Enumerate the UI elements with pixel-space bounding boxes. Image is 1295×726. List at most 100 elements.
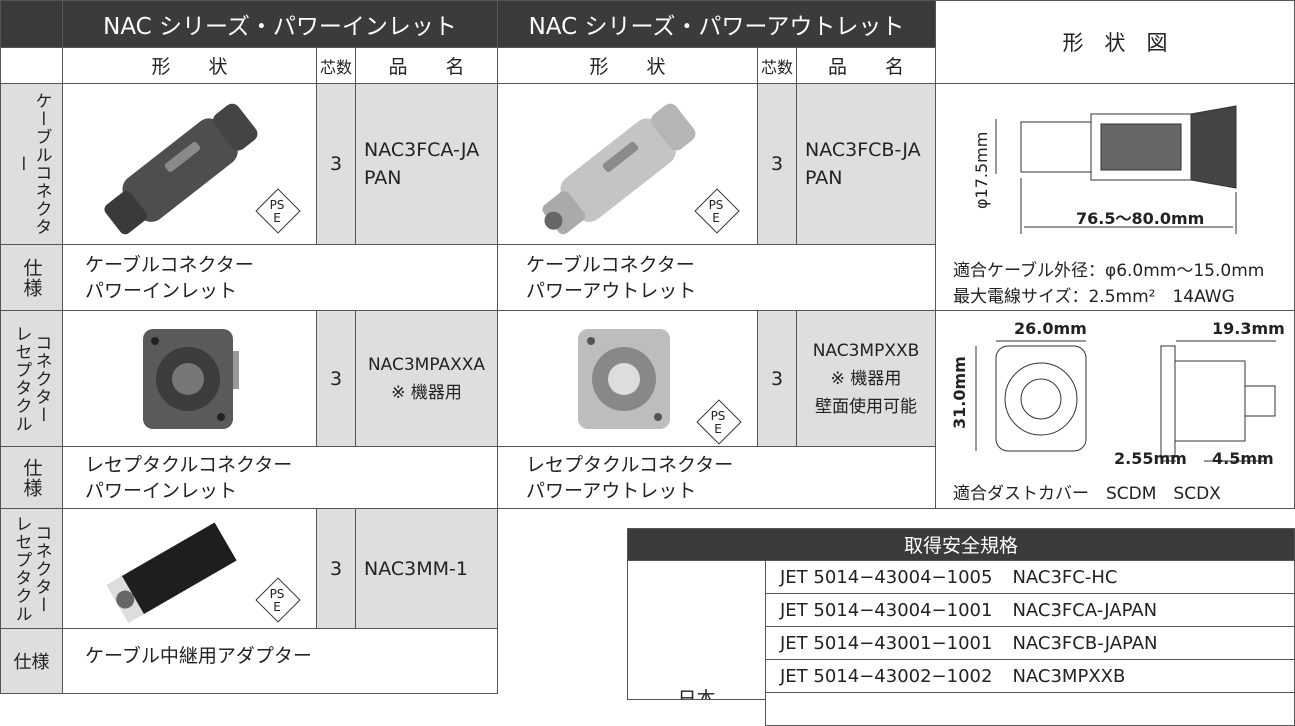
receptacle-diagram: 26.0mm 31.0mm 19.3mm 2.55mm 4.5mm 適合ダストカ… bbox=[935, 310, 1295, 509]
receptacle-drawing bbox=[975, 340, 1276, 462]
safety-entry: JET 5014−43004−1005 NAC3FC-HC bbox=[765, 560, 1295, 594]
name-line: NAC3MM-1 bbox=[364, 557, 468, 580]
pse-top: PS bbox=[708, 198, 724, 212]
pse-bottom: E bbox=[273, 600, 281, 614]
row-label: レセプタクル コネクター bbox=[0, 508, 63, 629]
blank bbox=[0, 47, 63, 84]
spec-line: レセプタクルコネクター bbox=[85, 453, 293, 476]
note: 適合ダストカバー SCDM SCDX bbox=[953, 484, 1221, 504]
corner bbox=[0, 0, 63, 48]
cert-number: JET 5014−43001−1001 bbox=[780, 632, 993, 654]
spec: ケーブルコネクター パワーアウトレット bbox=[497, 244, 936, 311]
pse-bottom: E bbox=[712, 211, 720, 225]
dim: 31.0mm bbox=[950, 356, 969, 429]
safety-entry: JET 5014−43001−1001 NAC3FCB-JAPAN bbox=[765, 626, 1295, 660]
dim: 19.3mm bbox=[1212, 319, 1285, 338]
label-text: コネクター bbox=[31, 333, 52, 424]
cert-number: JET 5014−43002−1002 bbox=[780, 665, 993, 687]
name-line: NAC3MPAXXA bbox=[367, 354, 486, 375]
name-line: ※ 機器用 bbox=[830, 368, 902, 389]
safety-title: 取得安全規格 bbox=[627, 528, 1295, 561]
cores: 3 bbox=[316, 508, 356, 629]
dim: 26.0mm bbox=[1014, 319, 1087, 338]
cert-number: JET 5014−43004−1005 bbox=[780, 566, 993, 588]
spec: レセプタクルコネクター パワーアウトレット bbox=[497, 446, 936, 509]
pse-mark: PS E bbox=[253, 575, 301, 623]
dim: 76.5〜80.0mm bbox=[1076, 209, 1205, 228]
col-header: 品 名 bbox=[796, 47, 936, 84]
cert-model: NAC3FCB-JAPAN bbox=[1012, 632, 1158, 654]
country: 日本 bbox=[627, 560, 766, 700]
cores: 3 bbox=[316, 83, 356, 245]
row-label: ケーブルコネクター bbox=[0, 83, 63, 245]
product-name: NAC3MM-1 bbox=[355, 508, 498, 629]
label-text: ケーブルコネクター bbox=[11, 92, 52, 236]
pse-mark: PS E bbox=[253, 186, 301, 234]
product-name: NAC3FCA-JAPAN bbox=[355, 83, 498, 245]
cert-model: NAC3MPXXB bbox=[1012, 665, 1126, 687]
spec-label-text: 仕様 bbox=[20, 457, 43, 498]
product-name: NAC3FCB-JAPAN bbox=[796, 83, 936, 245]
spec-line: パワーアウトレット bbox=[526, 279, 697, 302]
pse-top: PS bbox=[269, 587, 285, 601]
product-name: NAC3MPAXXA ※ 機器用 bbox=[355, 310, 498, 447]
cert-number: JET 5014−43004−1001 bbox=[780, 599, 993, 621]
name-line: ※ 機器用 bbox=[391, 382, 462, 403]
pse-mark: PS E bbox=[692, 186, 740, 234]
country-text: 日本 bbox=[677, 688, 716, 700]
label-text: レセプタクル bbox=[11, 324, 32, 433]
cores: 3 bbox=[757, 310, 797, 447]
label-text: コネクター bbox=[31, 523, 52, 614]
safety-entry: JET 5014−43002−1002 NAC3MPXXB bbox=[765, 659, 1295, 693]
name-line: NAC3FCB-JAPAN bbox=[805, 139, 921, 189]
image-cell: PS E bbox=[497, 83, 758, 245]
inlet-title: NAC シリーズ・パワーインレット bbox=[62, 0, 498, 48]
spec-line: ケーブル中継用アダプター bbox=[85, 645, 312, 667]
spec-line: レセプタクルコネクター bbox=[526, 453, 734, 476]
spec-label: 仕様 bbox=[0, 628, 63, 694]
dim: 4.5mm bbox=[1212, 449, 1274, 468]
name-line: NAC3MPXXB bbox=[812, 340, 920, 361]
safety-entry bbox=[765, 692, 1295, 726]
spec-label-text: 仕様 bbox=[20, 257, 43, 298]
image-cell bbox=[62, 310, 317, 447]
col-header: 芯数 bbox=[757, 47, 797, 84]
cable-drawing bbox=[995, 105, 1237, 234]
image-cell: PS E bbox=[62, 508, 317, 629]
diagram-title: 形 状 図 bbox=[935, 0, 1295, 84]
cores: 3 bbox=[316, 310, 356, 447]
outlet-title: NAC シリーズ・パワーアウトレット bbox=[497, 0, 936, 48]
product-name: NAC3MPXXB ※ 機器用 壁面使用可能 bbox=[796, 310, 936, 447]
pse-top: PS bbox=[710, 409, 726, 423]
image-cell: PS E bbox=[62, 83, 317, 245]
spec-label: 仕様 bbox=[0, 446, 63, 509]
name-line: NAC3FCA-JAPAN bbox=[364, 139, 480, 189]
spec-line: パワーインレット bbox=[85, 479, 238, 502]
spec-line: ケーブルコネクター bbox=[85, 253, 254, 276]
connector-image bbox=[104, 103, 258, 235]
col-header: 品 名 bbox=[355, 47, 498, 84]
adapter-image bbox=[106, 522, 237, 624]
col-header: 芯数 bbox=[316, 47, 356, 84]
connector-image bbox=[542, 103, 696, 235]
dim: 2.55mm bbox=[1114, 449, 1187, 468]
spec-line: ケーブルコネクター bbox=[526, 253, 695, 276]
col-header: 形 状 bbox=[62, 47, 317, 84]
pse-top: PS bbox=[269, 198, 285, 212]
cable-diagram: φ17.5mm 76.5〜80.0mm 適合ケーブル外径：φ6.0mm〜15.0… bbox=[935, 83, 1295, 311]
col-header: 形 状 bbox=[497, 47, 758, 84]
spec: ケーブル中継用アダプター bbox=[62, 628, 498, 694]
label-text: レセプタクル bbox=[11, 514, 32, 623]
note: 最大電線サイズ：2.5mm² 14AWG bbox=[953, 287, 1235, 307]
pse-mark: PS E bbox=[694, 397, 742, 445]
dim: φ17.5mm bbox=[972, 131, 991, 209]
spec-line: パワーインレット bbox=[85, 279, 238, 302]
cert-model: NAC3FC-HC bbox=[1012, 566, 1118, 588]
safety-entry: JET 5014−43004−1001 NAC3FCA-JAPAN bbox=[765, 593, 1295, 627]
cores: 3 bbox=[757, 83, 797, 245]
spec-label: 仕様 bbox=[0, 244, 63, 311]
cert-model: NAC3FCA-JAPAN bbox=[1012, 599, 1158, 621]
spec-line: パワーアウトレット bbox=[526, 479, 697, 502]
pse-bottom: E bbox=[273, 211, 281, 225]
